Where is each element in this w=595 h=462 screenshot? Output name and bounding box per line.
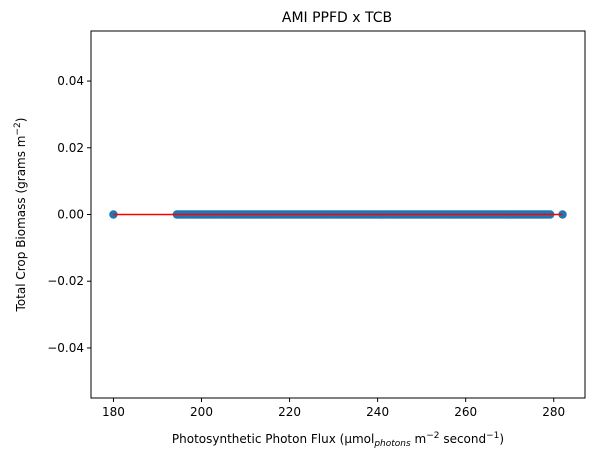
x-tick-label: 240 <box>366 405 389 419</box>
x-tick-label: 220 <box>278 405 301 419</box>
y-tick-label: 0.00 <box>57 208 84 222</box>
y-tick-label: 0.02 <box>57 141 84 155</box>
x-axis: 180 200 220 240 260 280 <box>102 398 565 419</box>
plot-marks <box>109 210 567 219</box>
x-tick-label: 200 <box>190 405 213 419</box>
x-tick-label: 280 <box>542 405 565 419</box>
y-tick-label: −0.04 <box>47 341 84 355</box>
y-axis: 0.04 0.02 0.00 −0.02 −0.04 <box>47 74 91 355</box>
y-tick-label: 0.04 <box>57 74 84 88</box>
x-tick-label: 180 <box>102 405 125 419</box>
x-axis-label: Photosynthetic Photon Flux (µmolphotons … <box>172 431 504 449</box>
chart-title: AMI PPFD x TCB <box>282 10 392 26</box>
x-tick-label: 260 <box>454 405 477 419</box>
y-axis-label: Total Crop Biomass (grams m−2) <box>13 118 28 313</box>
y-tick-label: −0.02 <box>47 274 84 288</box>
